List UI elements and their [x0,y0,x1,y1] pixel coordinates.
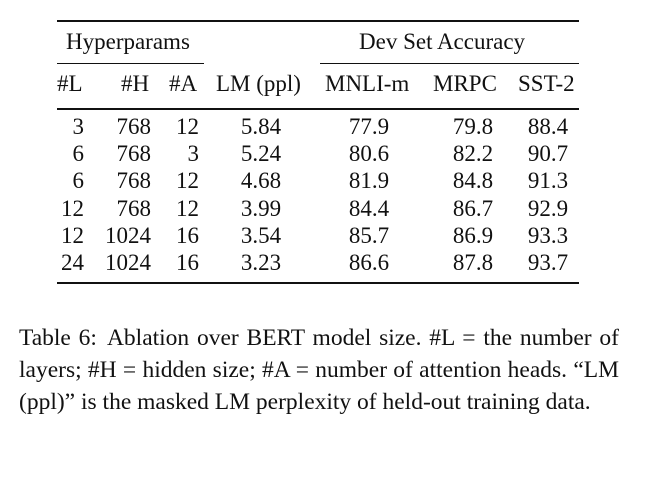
table-cell-sst2: 92.9 [527,195,569,221]
table-cell-mnli: 84.4 [348,195,390,221]
table-cell-mrpc: 82.2 [452,141,494,167]
table-cell-mnli: 85.7 [348,222,390,248]
column-header-lm-ppl: LM (ppl) [216,71,301,96]
caption-label: Table 6: [19,325,97,351]
table-cell-lm-ppl: 5.84 [240,114,282,139]
table-cell-mrpc: 86.7 [452,195,494,221]
table-cell-heads: 12 [176,168,199,194]
group-rule-hyperparams [57,63,204,64]
table-cell-sst2: 93.7 [527,250,569,275]
table-cell-mnli: 86.6 [348,250,390,275]
table-cell-layers: 6 [72,168,85,194]
table-cell-mnli: 81.9 [348,168,390,194]
group-header-hyperparams: Hyperparams [66,29,190,54]
group-rule-accuracy [320,63,579,64]
table-cell-lm-ppl: 3.23 [240,250,282,275]
table-cell-mrpc: 84.8 [452,168,494,194]
column-header-mnli: MNLI-m [325,71,410,96]
table-cell-mrpc: 87.8 [452,250,494,275]
group-header-dev-set-accuracy: Dev Set Accuracy [359,29,526,54]
table-cell-layers: 12 [61,222,84,248]
table-cell-sst2: 91.3 [527,168,569,194]
table-cell-layers: 3 [72,114,85,139]
column-header-layers: #L [57,71,83,96]
table-cell-sst2: 88.4 [527,114,569,139]
table-cell-layers: 6 [72,141,85,167]
table-cell-sst2: 93.3 [527,222,569,248]
table-cell-hidden: 1024 [105,250,151,275]
table-header-rule [57,108,579,110]
table-cell-lm-ppl: 5.24 [240,141,282,167]
table-top-rule [57,20,579,22]
table-cell-hidden: 768 [116,114,152,139]
table-cell-hidden: 768 [116,195,152,221]
table-cell-mnli: 77.9 [348,114,390,139]
table-cell-hidden: 1024 [105,222,151,248]
table-cell-sst2: 90.7 [527,141,569,167]
column-header-mrpc: MRPC [433,71,497,96]
column-header-sst2: SST-2 [518,71,575,96]
table-cell-heads: 12 [176,195,199,221]
table-cell-layers: 12 [61,195,84,221]
column-header-hidden: #H [121,71,150,96]
table-cell-mnli: 80.6 [348,141,390,167]
table-cell-heads: 16 [176,250,199,275]
table-cell-mrpc: 86.9 [452,222,494,248]
table-cell-lm-ppl: 3.54 [240,222,282,248]
table-cell-heads: 3 [187,141,200,167]
table-cell-heads: 12 [176,114,199,139]
table-bottom-rule [57,282,579,284]
caption-text: Ablation over BERT model size. #L = the … [19,325,620,415]
table-cell-mrpc: 79.8 [452,114,494,139]
table-cell-lm-ppl: 4.68 [240,168,282,194]
table-cell-layers: 24 [61,250,84,275]
table-cell-heads: 16 [176,222,199,248]
table-cell-lm-ppl: 3.99 [240,195,282,221]
table-cell-hidden: 768 [116,141,152,167]
table-caption: Table 6: Ablation over BERT model size. #… [19,322,619,418]
column-header-heads: #A [169,71,198,96]
table-cell-hidden: 768 [116,168,152,194]
